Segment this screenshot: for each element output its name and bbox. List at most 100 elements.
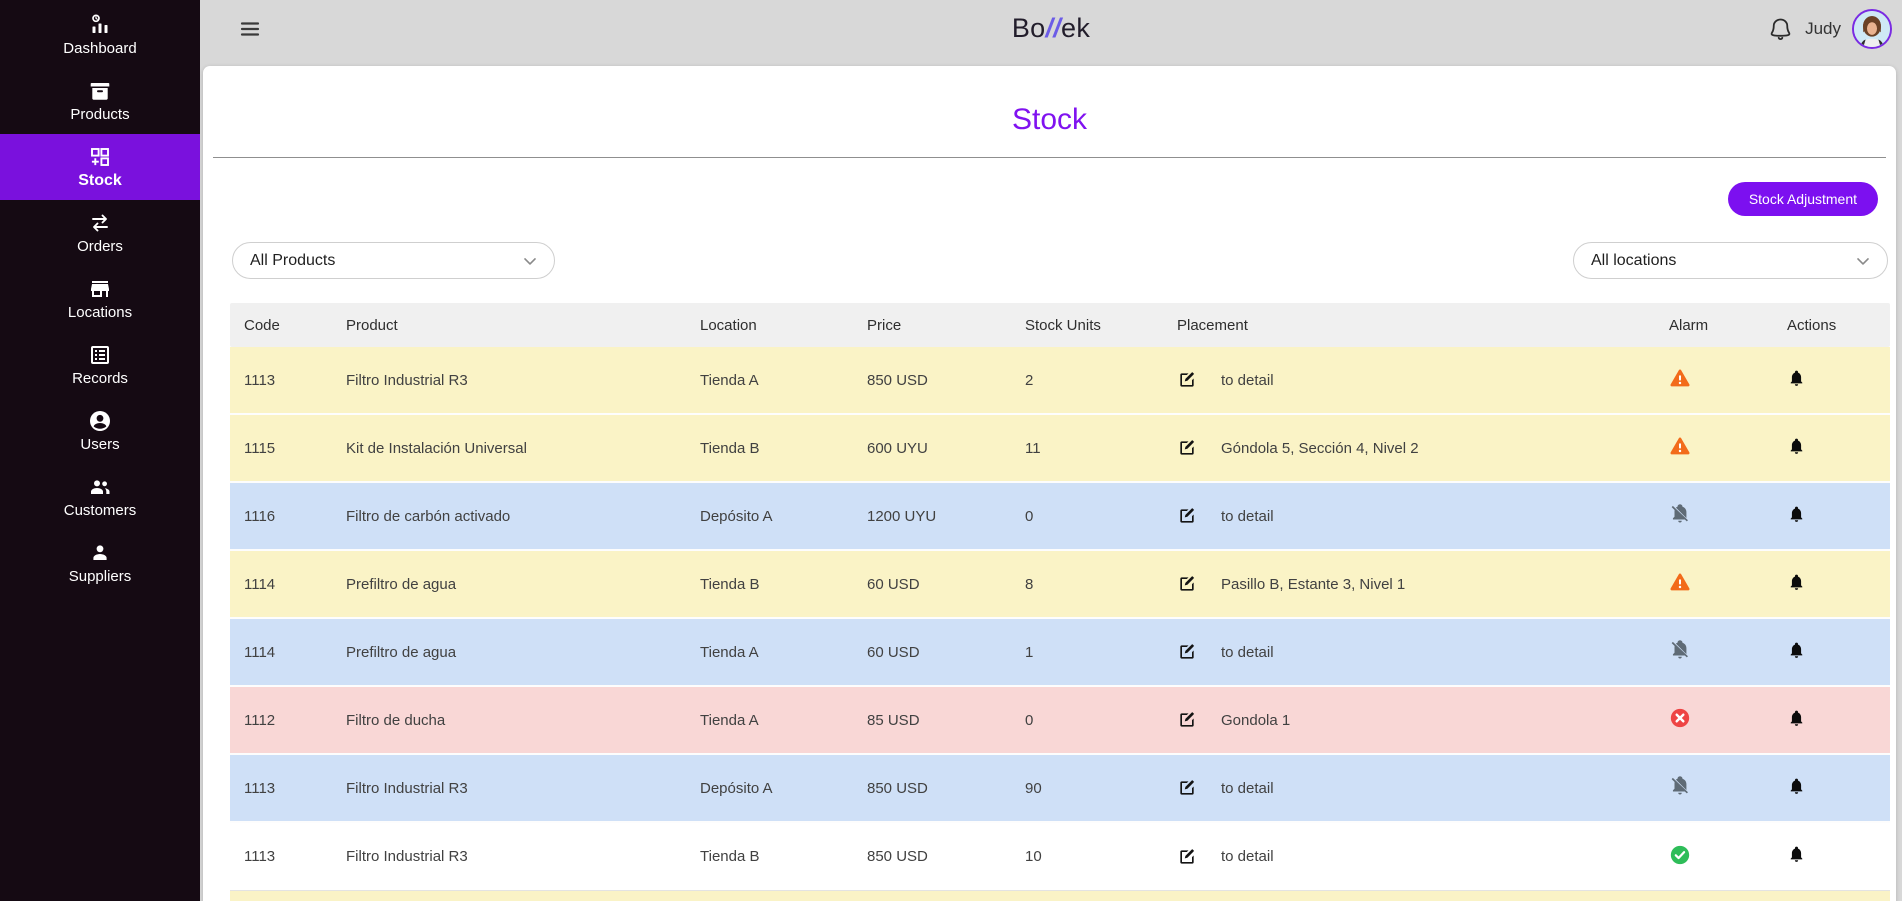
sidebar-item-locations[interactable]: Locations bbox=[0, 266, 200, 332]
alarm-bell-button[interactable] bbox=[1787, 777, 1806, 796]
avatar[interactable] bbox=[1852, 9, 1892, 49]
records-icon bbox=[88, 343, 112, 367]
topbar-right: Judy bbox=[1767, 9, 1894, 49]
cell-location: Tienda B bbox=[686, 576, 853, 593]
bell-slash-icon bbox=[1669, 639, 1691, 661]
dashboard-icon bbox=[88, 13, 112, 37]
cell-actions bbox=[1773, 369, 1890, 392]
cell-actions bbox=[1773, 777, 1890, 800]
cell-product: Filtro de ducha bbox=[332, 712, 686, 729]
edit-icon bbox=[1177, 446, 1197, 458]
sidebar-item-customers[interactable]: Customers bbox=[0, 464, 200, 530]
cell-code: 1113 bbox=[230, 372, 332, 389]
edit-placement-button[interactable] bbox=[1177, 438, 1197, 458]
main-area: Bo//ek Judy bbox=[200, 0, 1902, 901]
stock-adjustment-button[interactable]: Stock Adjustment bbox=[1728, 182, 1878, 216]
alarm-bell-button[interactable] bbox=[1787, 573, 1806, 592]
bell-icon bbox=[1787, 852, 1806, 867]
alarm-bell-button[interactable] bbox=[1787, 505, 1806, 524]
cell-location: Tienda A bbox=[686, 372, 853, 389]
cell-code: 1112 bbox=[230, 712, 332, 729]
cell-alarm bbox=[1655, 435, 1773, 461]
brand-logo[interactable]: Bo//ek bbox=[1012, 13, 1090, 44]
cell-alarm bbox=[1655, 707, 1773, 733]
cell-price: 850 USD bbox=[853, 848, 1011, 865]
edit-placement-button[interactable] bbox=[1177, 642, 1197, 662]
sidebar-item-label: Users bbox=[80, 436, 119, 453]
alarm-bell-button[interactable] bbox=[1787, 369, 1806, 388]
sidebar-item-suppliers[interactable]: Suppliers bbox=[0, 530, 200, 596]
cell-product: Filtro Industrial R3 bbox=[332, 372, 686, 389]
toolbar: Stock Adjustment bbox=[203, 158, 1896, 216]
products-filter-value: All Products bbox=[250, 252, 335, 270]
cell-code: 1113 bbox=[230, 780, 332, 797]
placement-text: to detail bbox=[1221, 372, 1274, 389]
locations-icon bbox=[88, 277, 112, 301]
alarm-bell-button[interactable] bbox=[1787, 709, 1806, 728]
cell-code: 1115 bbox=[230, 440, 332, 457]
placement-text: to detail bbox=[1221, 508, 1274, 525]
logo-part1: Bo bbox=[1012, 13, 1046, 43]
locations-filter-select[interactable]: All locations bbox=[1573, 242, 1888, 279]
cell-placement: Pasillo B, Estante 3, Nivel 1 bbox=[1163, 574, 1655, 594]
cell-product: Filtro de carbón activado bbox=[332, 508, 686, 525]
edit-placement-button[interactable] bbox=[1177, 506, 1197, 526]
bell-slash-icon bbox=[1669, 775, 1691, 797]
cell-stock-units: 1 bbox=[1011, 644, 1163, 661]
column-header-placement: Placement bbox=[1163, 317, 1655, 334]
sidebar-item-dashboard[interactable]: Dashboard bbox=[0, 2, 200, 68]
edit-placement-button[interactable] bbox=[1177, 778, 1197, 798]
notifications-bell-icon[interactable] bbox=[1767, 15, 1794, 42]
cell-product: Prefiltro de agua bbox=[332, 576, 686, 593]
sidebar-item-orders[interactable]: Orders bbox=[0, 200, 200, 266]
cell-product: Filtro Industrial R3 bbox=[332, 848, 686, 865]
cell-placement: to detail bbox=[1163, 370, 1655, 390]
placement-text: Pasillo B, Estante 3, Nivel 1 bbox=[1221, 576, 1405, 593]
menu-icon[interactable] bbox=[238, 17, 262, 41]
edit-icon bbox=[1177, 378, 1197, 390]
cell-product: Filtro Industrial R3 bbox=[332, 780, 686, 797]
edit-placement-button[interactable] bbox=[1177, 710, 1197, 730]
sidebar-item-stock[interactable]: Stock bbox=[0, 134, 200, 200]
table-header-row: CodeProductLocationPriceStock UnitsPlace… bbox=[230, 303, 1890, 347]
cell-location: Tienda A bbox=[686, 712, 853, 729]
filters-row: All Products All locations bbox=[203, 216, 1896, 279]
cell-location: Depósito A bbox=[686, 508, 853, 525]
logo-slashes: // bbox=[1045, 13, 1061, 43]
edit-placement-button[interactable] bbox=[1177, 847, 1197, 867]
edit-icon bbox=[1177, 514, 1197, 526]
cell-actions bbox=[1773, 573, 1890, 596]
alarm-bell-button[interactable] bbox=[1787, 845, 1806, 864]
cell-price: 600 UYU bbox=[853, 440, 1011, 457]
cell-actions bbox=[1773, 505, 1890, 528]
suppliers-icon bbox=[88, 541, 112, 565]
edit-placement-button[interactable] bbox=[1177, 370, 1197, 390]
success-check-icon bbox=[1669, 844, 1691, 866]
table-row: 1112Filtro de duchaTienda A85 USD0Gondol… bbox=[230, 687, 1890, 755]
column-header-alarm: Alarm bbox=[1655, 317, 1773, 334]
bell-icon bbox=[1787, 580, 1806, 595]
sidebar-item-records[interactable]: Records bbox=[0, 332, 200, 398]
sidebar-item-label: Customers bbox=[64, 502, 137, 519]
table-row: 1113Filtro Industrial R3Tienda A850 USD2… bbox=[230, 347, 1890, 415]
edit-placement-button[interactable] bbox=[1177, 574, 1197, 594]
products-filter-select[interactable]: All Products bbox=[232, 242, 555, 279]
customers-icon bbox=[88, 475, 112, 499]
edit-icon bbox=[1177, 786, 1197, 798]
orders-icon bbox=[88, 211, 112, 235]
alarm-bell-button[interactable] bbox=[1787, 437, 1806, 456]
sidebar-item-users[interactable]: Users bbox=[0, 398, 200, 464]
stock-icon bbox=[88, 145, 112, 169]
warning-triangle-icon bbox=[1669, 571, 1691, 593]
bell-icon bbox=[1787, 512, 1806, 527]
sidebar-item-products[interactable]: Products bbox=[0, 68, 200, 134]
alarm-bell-button[interactable] bbox=[1787, 641, 1806, 660]
cell-price: 85 USD bbox=[853, 712, 1011, 729]
cell-location: Depósito A bbox=[686, 780, 853, 797]
cell-placement: to detail bbox=[1163, 847, 1655, 867]
cell-placement: Gondola 1 bbox=[1163, 710, 1655, 730]
cell-product: Prefiltro de agua bbox=[332, 644, 686, 661]
bell-slash-icon bbox=[1669, 503, 1691, 525]
column-header-code: Code bbox=[230, 317, 332, 334]
cell-alarm bbox=[1655, 844, 1773, 870]
